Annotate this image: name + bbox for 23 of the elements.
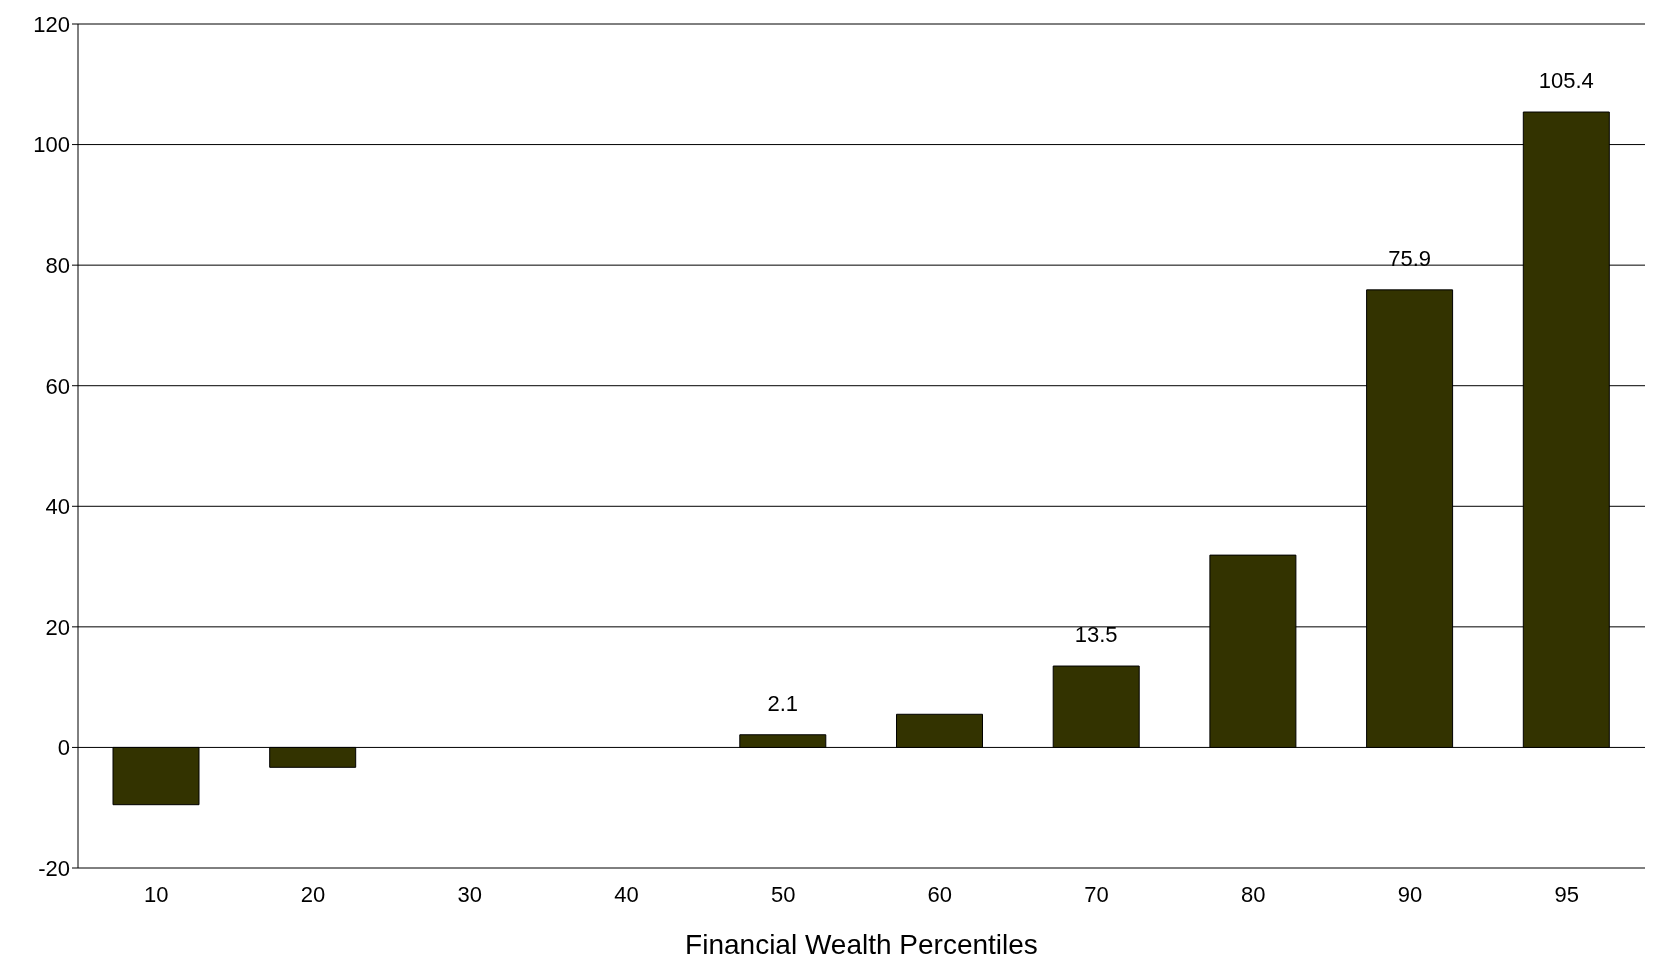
y-tick-label: 120 (33, 11, 70, 37)
x-tick-label: 50 (770, 881, 796, 907)
y-tick-label: -20 (38, 855, 70, 881)
y-tick-label: 0 (57, 735, 70, 761)
y-tick-label: 20 (45, 614, 70, 640)
x-tick-label: 20 (300, 881, 326, 907)
x-tick-label: 40 (614, 881, 639, 907)
x-axis-title: Financial Wealth Percentiles (685, 929, 1038, 960)
data-label: 105.4 (1538, 68, 1594, 94)
x-tick-label: 30 (457, 881, 482, 907)
y-tick-label: 60 (45, 373, 70, 399)
x-tick-label: 90 (1397, 881, 1423, 907)
data-label: 75.9 (1388, 245, 1432, 271)
x-tick-label: 95 (1554, 881, 1579, 907)
y-tick-label: 80 (45, 252, 70, 278)
y-tick-label: 100 (33, 132, 70, 158)
x-tick-label: 70 (1084, 881, 1109, 907)
x-tick-label: 80 (1241, 881, 1266, 907)
data-label: 13.5 (1074, 622, 1118, 648)
x-tick-label: 60 (927, 881, 953, 907)
y-tick-label: 40 (45, 494, 70, 520)
x-tick-label: 10 (144, 881, 169, 907)
data-label: 2.1 (767, 690, 799, 716)
